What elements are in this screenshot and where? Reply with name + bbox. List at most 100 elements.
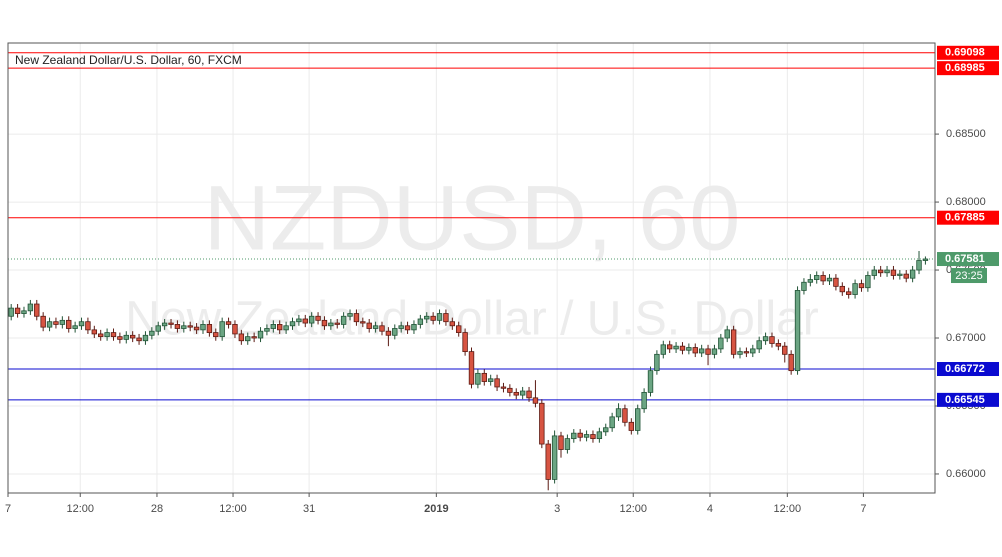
candle-body	[609, 416, 615, 429]
candle-body	[654, 353, 660, 372]
candle-body	[91, 329, 98, 335]
y-tick-label: 0.67000	[946, 332, 986, 344]
candle-body	[788, 353, 794, 372]
candle-body	[814, 275, 820, 280]
candle-body	[360, 321, 366, 324]
candle-body	[801, 281, 807, 291]
candle-body	[820, 275, 826, 282]
candle-body	[238, 333, 245, 342]
x-tick-label: 12:00	[774, 503, 802, 515]
candle-body	[187, 325, 193, 328]
candle-body	[321, 319, 328, 327]
candle-body	[136, 337, 142, 342]
x-tick-label: 12:00	[66, 503, 94, 515]
candle-body	[711, 348, 718, 355]
candle-body	[462, 332, 468, 353]
candle-body	[129, 334, 136, 339]
candle-body	[123, 334, 129, 340]
candle-body	[724, 329, 730, 339]
candle-body	[890, 269, 897, 276]
candle-body	[686, 347, 692, 351]
candle-body	[430, 315, 436, 321]
candle-body	[705, 348, 711, 355]
candle-body	[743, 351, 750, 354]
x-tick-label: 3	[554, 503, 560, 515]
x-tick-label: 12:00	[219, 503, 247, 515]
candle-body	[264, 328, 270, 332]
candle-body	[366, 322, 372, 329]
candle-body	[213, 332, 219, 338]
candle-body	[794, 290, 801, 372]
candle-body	[372, 325, 379, 329]
candle-body	[161, 322, 168, 327]
level-label: 0.69098	[945, 47, 985, 59]
level-box	[937, 362, 999, 377]
candle-body	[40, 315, 46, 328]
candle-body	[328, 322, 334, 327]
candle-body	[603, 427, 609, 433]
plot-border	[7, 42, 936, 494]
candle-body	[193, 326, 200, 331]
candle-body	[897, 273, 903, 276]
x-tick-label: 4	[707, 503, 713, 515]
candle-body	[545, 443, 551, 480]
candle-body	[756, 340, 762, 350]
candle-body	[519, 390, 526, 396]
candle-body	[181, 325, 187, 329]
candle-body	[449, 321, 456, 327]
candle-body	[635, 408, 641, 431]
candle-body	[59, 319, 66, 325]
candle-body	[398, 325, 404, 329]
level-label: 0.68985	[945, 62, 985, 74]
candle-body	[858, 283, 865, 289]
candle-body	[385, 330, 392, 336]
candle-body	[456, 325, 462, 333]
candle-body	[826, 277, 833, 282]
candle-body	[289, 321, 296, 327]
candle-body	[558, 435, 564, 450]
candle-body	[551, 435, 558, 480]
candle-body	[315, 315, 321, 321]
candle-body	[97, 333, 104, 338]
candle-body	[277, 324, 283, 331]
candle-body	[443, 313, 449, 323]
candle-body	[871, 269, 877, 276]
level-box	[937, 61, 999, 76]
candle-body	[718, 337, 724, 350]
candle-body	[845, 291, 852, 295]
level-box	[937, 45, 999, 60]
candle-body	[679, 345, 686, 351]
plot-background	[8, 43, 935, 493]
candle-body	[411, 324, 417, 331]
candle-body	[53, 321, 59, 325]
candle-body	[730, 329, 737, 355]
candle-body	[302, 318, 308, 324]
candle-body	[571, 432, 577, 440]
candle-body	[775, 343, 782, 347]
candle-body	[417, 318, 424, 325]
candle-body	[270, 324, 277, 329]
last-price-box	[937, 252, 999, 267]
candle-body	[206, 324, 213, 333]
candle-body	[922, 258, 929, 261]
candle-body	[168, 322, 174, 325]
y-tick-label: 0.68500	[946, 128, 986, 140]
candle-body	[257, 330, 264, 339]
candle-body	[475, 372, 481, 385]
candle-body	[174, 324, 181, 329]
candle-body	[46, 321, 53, 328]
legend: New Zealand Dollar/U.S. Dollar, 60, FXCM	[15, 53, 242, 67]
candle-body	[500, 386, 507, 389]
candle-body	[72, 325, 78, 329]
candle-body	[750, 348, 756, 354]
level-box	[937, 392, 999, 407]
candle-body	[142, 334, 149, 342]
level-label: 0.67885	[945, 212, 985, 224]
candle-body	[513, 391, 519, 396]
candle-body	[839, 285, 846, 293]
candle-body	[424, 315, 430, 320]
candle-body	[762, 336, 769, 342]
candle-body	[884, 269, 890, 274]
x-tick-label: 12:00	[619, 503, 647, 515]
